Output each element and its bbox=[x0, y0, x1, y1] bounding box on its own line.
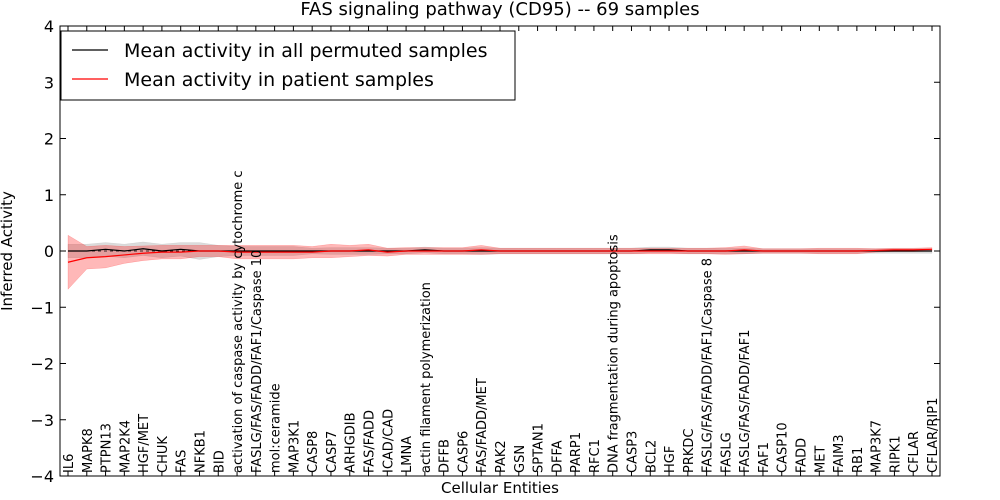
x-tick-label: CASP7 bbox=[325, 431, 340, 473]
x-tick-label: MET bbox=[813, 446, 828, 473]
x-tick-label: CHUK bbox=[156, 436, 171, 473]
x-tick-label: PAK2 bbox=[494, 440, 509, 473]
x-tick-label: NFKB1 bbox=[193, 430, 208, 473]
y-tick-label: 3 bbox=[44, 73, 54, 92]
legend-label-patient: Mean activity in patient samples bbox=[124, 69, 434, 91]
x-tick-label: CASP8 bbox=[306, 431, 321, 473]
line-patient bbox=[67, 248, 933, 263]
x-tick-label: FAIM3 bbox=[832, 435, 847, 474]
chart-title: FAS signaling pathway (CD95) -- 69 sampl… bbox=[300, 0, 699, 20]
x-tick-label: MAP2K4 bbox=[118, 420, 133, 473]
x-tick-label: PARP1 bbox=[569, 432, 584, 473]
x-tick-label: CASP10 bbox=[776, 422, 791, 473]
x-tick-label: activation of caspase activity by cytoch… bbox=[231, 170, 246, 473]
x-tick-label: MAP3K1 bbox=[287, 420, 302, 473]
x-tick-label: FAS bbox=[175, 450, 190, 473]
confidence-bands bbox=[67, 234, 933, 290]
y-tick-label: 0 bbox=[44, 242, 54, 261]
x-tick-label: BCL2 bbox=[644, 440, 659, 473]
x-tick-label: BID bbox=[212, 450, 227, 473]
x-tick-label: RFC1 bbox=[588, 439, 603, 473]
y-axis-label: Inferred Activity bbox=[0, 191, 16, 311]
x-tick-label: RB1 bbox=[851, 447, 866, 473]
x-tick-label: DFFB bbox=[438, 439, 453, 473]
x-tick-label: SPTAN1 bbox=[532, 423, 547, 473]
y-tick-label: −4 bbox=[30, 467, 54, 486]
x-tick-label: MAPK8 bbox=[81, 428, 96, 473]
x-tick-label: PRKDC bbox=[682, 429, 697, 473]
x-tick-label: CFLAR bbox=[907, 431, 922, 473]
y-tick-label: 2 bbox=[44, 130, 54, 149]
legend-box bbox=[60, 30, 516, 101]
x-tick-label: FAS/FADD bbox=[363, 410, 378, 473]
x-tick-label: GSN bbox=[513, 445, 528, 473]
x-tick-label: FASLG/FAS/FADD/FAF1 bbox=[738, 330, 753, 473]
x-tick-label: FASLG/FAS/FADD/FAF1/Caspase 10 bbox=[250, 250, 265, 473]
x-tick-label: MAP3K7 bbox=[870, 420, 885, 473]
x-axis-ticks: IL6 MAPK8 PTPN13 MAP2K4 HGF/MET CHUK FAS NFKB1 B… bbox=[62, 26, 941, 476]
legend-label-permuted: Mean activity in all permuted samples bbox=[124, 40, 487, 62]
x-tick-label: PTPN13 bbox=[100, 423, 115, 473]
x-tick-label: FADD bbox=[795, 438, 810, 473]
series-lines bbox=[67, 248, 933, 263]
x-tick-label: CFLAR/RIP1 bbox=[926, 398, 941, 473]
y-tick-label: −3 bbox=[30, 411, 54, 430]
x-tick-label: FASLG/FAS/FADD/FAF1/Caspase 8 bbox=[701, 258, 716, 473]
x-tick-label: FAF1 bbox=[757, 442, 772, 473]
x-tick-label: LMNA bbox=[400, 436, 415, 473]
x-tick-label: IL6 bbox=[62, 454, 77, 473]
x-tick-label: DFFA bbox=[550, 440, 565, 473]
y-tick-label: −2 bbox=[30, 355, 54, 374]
x-tick-label: mol:ceramide bbox=[269, 383, 284, 473]
x-tick-label: actin filament polymerization bbox=[419, 282, 434, 473]
legend: Mean activity in all permuted samples Me… bbox=[60, 30, 516, 101]
x-tick-label: ARHGDIB bbox=[344, 412, 359, 473]
y-tick-label: −1 bbox=[30, 298, 54, 317]
x-tick-label: CASP6 bbox=[456, 431, 471, 473]
x-tick-label: FAS/FADD/MET bbox=[475, 378, 490, 473]
x-tick-label: DNA fragmentation during apoptosis bbox=[607, 234, 622, 473]
x-tick-label: ICAD/CAD bbox=[381, 409, 396, 473]
x-tick-label: RIPK1 bbox=[888, 435, 903, 473]
x-tick-label: HGF/MET bbox=[137, 414, 152, 473]
x-axis-label: Cellular Entities bbox=[441, 479, 559, 497]
y-tick-label: 1 bbox=[44, 186, 54, 205]
y-tick-label: 4 bbox=[44, 17, 54, 36]
x-tick-label: HGF bbox=[663, 446, 678, 473]
x-tick-label: FASLG bbox=[719, 432, 734, 473]
x-tick-label: CASP3 bbox=[625, 431, 640, 473]
y-axis-ticks: −4 −3 −2 −1 0 1 2 3 4 bbox=[30, 17, 940, 486]
